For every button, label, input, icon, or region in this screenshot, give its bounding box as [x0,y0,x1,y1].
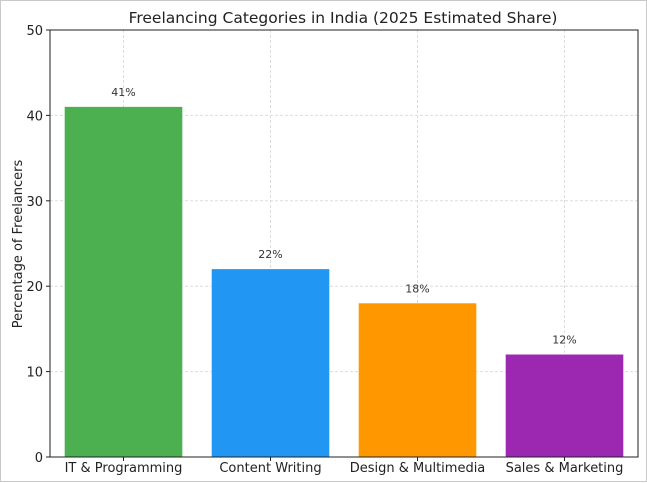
bar [505,354,624,457]
x-ticks: IT & Programming Content Writing Design & … [65,457,624,476]
y-tick-label: 0 [35,451,43,466]
bar [211,269,330,457]
y-tick-label: 10 [26,366,43,381]
bars [64,106,624,458]
bar [64,106,183,458]
y-ticks: 0 10 20 30 40 50 [26,24,50,466]
y-tick-label: 40 [26,109,43,124]
x-tick-label: IT & Programming [65,461,183,476]
data-labels: 41% 22% 18% 12% [111,86,576,347]
plot-area-border [49,29,639,458]
y-tick-label: 30 [26,195,43,210]
axes [49,29,639,458]
x-tick-label: Sales & Marketing [506,461,624,476]
x-tick-label: Content Writing [219,461,321,476]
data-label: 41% [111,86,135,99]
data-label: 12% [552,334,576,347]
data-label: 22% [258,248,282,261]
data-label: 18% [405,282,429,295]
y-axis-label: Percentage of Freelancers [11,159,26,328]
bar [358,303,477,457]
x-tick-label: Design & Multimedia [350,461,486,476]
y-tick-label: 50 [26,24,43,39]
chart-title: Freelancing Categories in India (2025 Es… [129,9,558,27]
y-tick-label: 20 [26,280,43,295]
